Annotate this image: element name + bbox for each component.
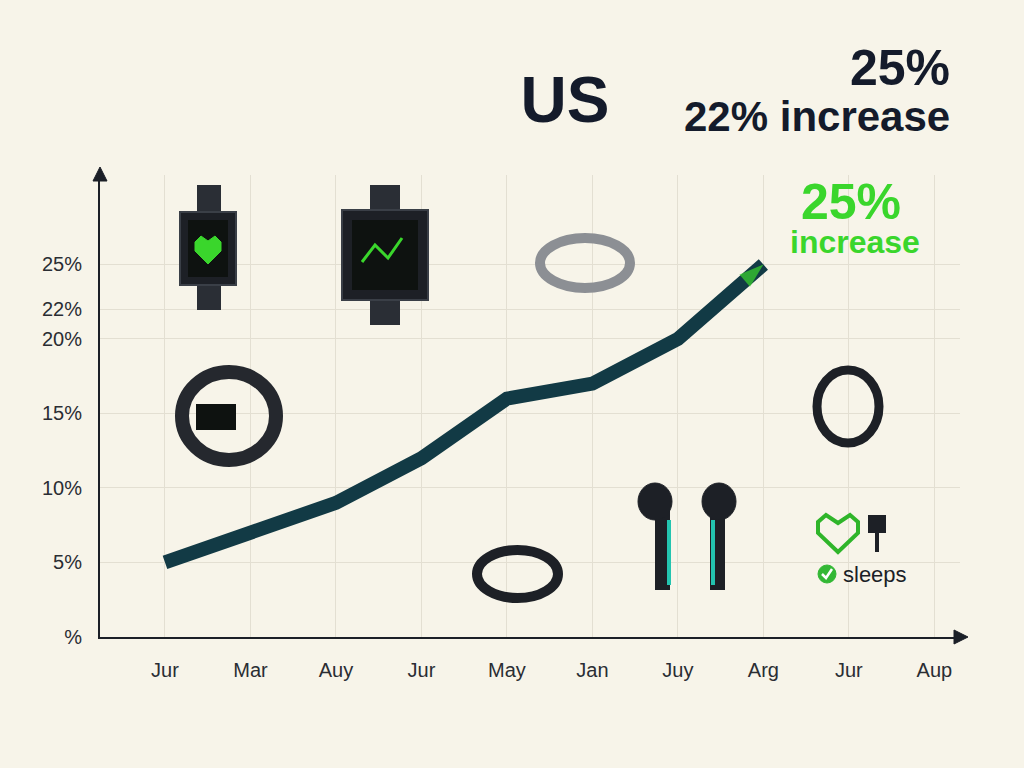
svg-text:Jur: Jur xyxy=(835,659,863,681)
svg-text:22% increase: 22% increase xyxy=(684,93,950,140)
svg-text:25%: 25% xyxy=(801,174,901,230)
svg-text:Juy: Juy xyxy=(662,659,693,681)
svg-text:Jur: Jur xyxy=(408,659,436,681)
svg-text:Aup: Aup xyxy=(917,659,953,681)
svg-text:Auy: Auy xyxy=(319,659,353,681)
svg-text:Jan: Jan xyxy=(576,659,608,681)
svg-text:22%: 22% xyxy=(42,298,82,320)
svg-text:25%: 25% xyxy=(850,40,950,96)
svg-text:increase: increase xyxy=(790,224,920,260)
svg-text:sleeps: sleeps xyxy=(843,562,907,587)
svg-text:%: % xyxy=(64,626,82,648)
svg-text:Mar: Mar xyxy=(233,659,268,681)
svg-text:20%: 20% xyxy=(42,328,82,350)
svg-text:10%: 10% xyxy=(42,477,82,499)
svg-text:5%: 5% xyxy=(53,551,82,573)
svg-text:Arg: Arg xyxy=(748,659,779,681)
svg-text:25%: 25% xyxy=(42,253,82,275)
svg-text:Jur: Jur xyxy=(151,659,179,681)
svg-text:US: US xyxy=(521,64,610,136)
svg-text:15%: 15% xyxy=(42,402,82,424)
svg-text:May: May xyxy=(488,659,526,681)
